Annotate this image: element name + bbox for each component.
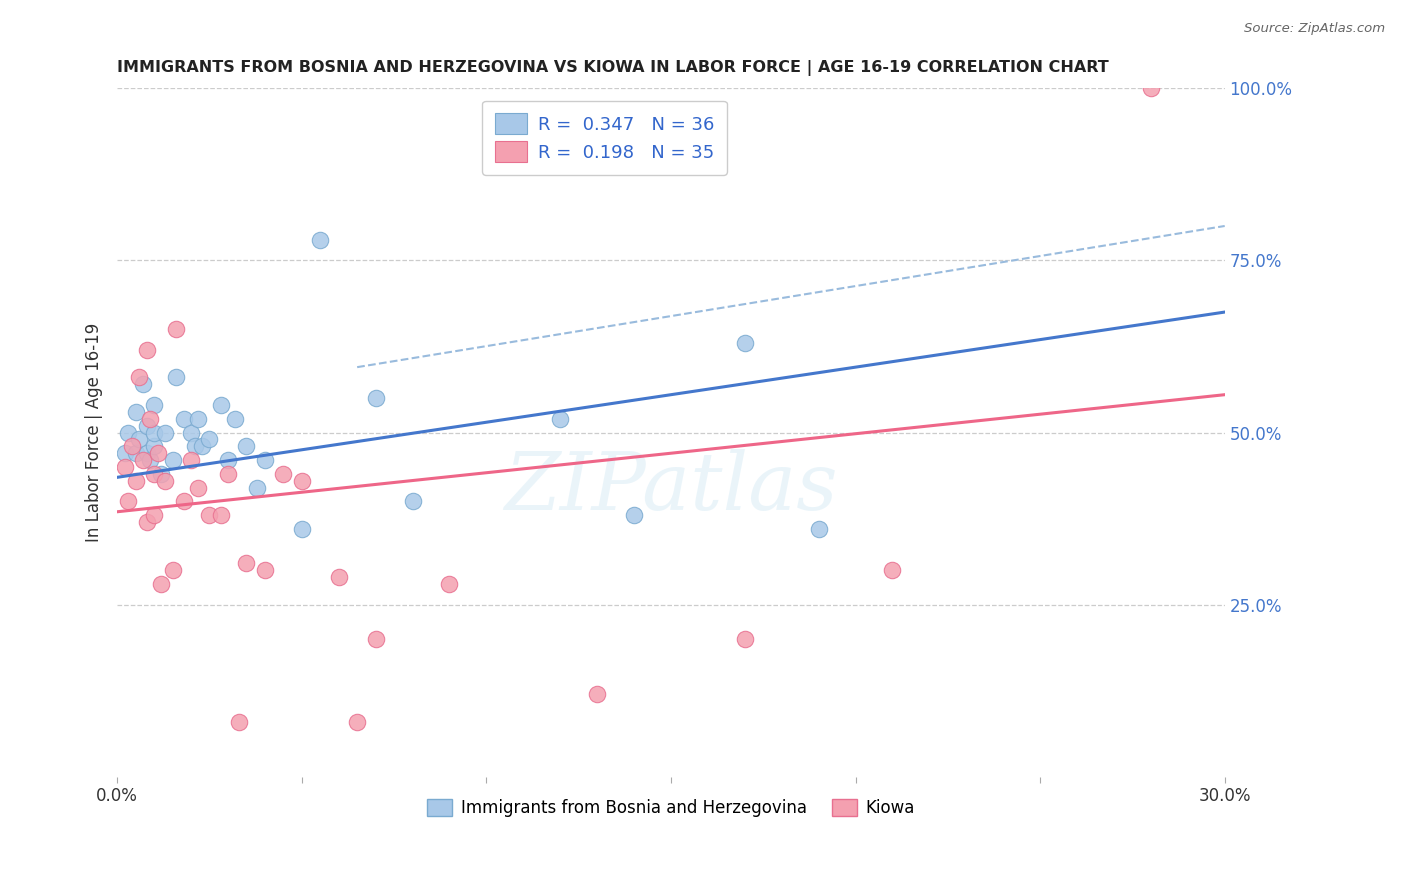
Point — [328, 570, 350, 584]
Point — [132, 453, 155, 467]
Point — [143, 508, 166, 523]
Point — [173, 412, 195, 426]
Point — [235, 557, 257, 571]
Point — [253, 453, 276, 467]
Point — [143, 439, 166, 453]
Point — [150, 577, 173, 591]
Point — [235, 439, 257, 453]
Point — [217, 467, 239, 481]
Point — [150, 467, 173, 481]
Point — [291, 522, 314, 536]
Text: IMMIGRANTS FROM BOSNIA AND HERZEGOVINA VS KIOWA IN LABOR FORCE | AGE 16-19 CORRE: IMMIGRANTS FROM BOSNIA AND HERZEGOVINA V… — [117, 60, 1109, 76]
Point — [346, 714, 368, 729]
Point — [165, 322, 187, 336]
Point — [124, 474, 146, 488]
Point — [291, 474, 314, 488]
Point — [139, 412, 162, 426]
Point — [165, 370, 187, 384]
Legend: Immigrants from Bosnia and Herzegovina, Kiowa: Immigrants from Bosnia and Herzegovina, … — [420, 792, 921, 823]
Point — [209, 398, 232, 412]
Point — [135, 343, 157, 357]
Point — [153, 425, 176, 440]
Point — [191, 439, 214, 453]
Point — [198, 508, 221, 523]
Point — [162, 453, 184, 467]
Point — [180, 453, 202, 467]
Point — [364, 391, 387, 405]
Point — [401, 494, 423, 508]
Point — [117, 494, 139, 508]
Point — [183, 439, 205, 453]
Point — [173, 494, 195, 508]
Point — [224, 412, 246, 426]
Point — [117, 425, 139, 440]
Point — [807, 522, 830, 536]
Point — [139, 453, 162, 467]
Point — [882, 563, 904, 577]
Point — [135, 418, 157, 433]
Text: ZIPatlas: ZIPatlas — [505, 449, 838, 526]
Point — [734, 632, 756, 647]
Point — [586, 687, 609, 701]
Point — [162, 563, 184, 577]
Point — [187, 481, 209, 495]
Point — [228, 714, 250, 729]
Point — [128, 370, 150, 384]
Point — [124, 446, 146, 460]
Point — [364, 632, 387, 647]
Point — [132, 377, 155, 392]
Point — [124, 405, 146, 419]
Point — [143, 467, 166, 481]
Point — [253, 563, 276, 577]
Point — [309, 233, 332, 247]
Text: Source: ZipAtlas.com: Source: ZipAtlas.com — [1244, 22, 1385, 36]
Point — [217, 453, 239, 467]
Point — [153, 474, 176, 488]
Point — [143, 425, 166, 440]
Point — [273, 467, 295, 481]
Point — [121, 439, 143, 453]
Point — [246, 481, 269, 495]
Point — [209, 508, 232, 523]
Point — [623, 508, 645, 523]
Point — [548, 412, 571, 426]
Y-axis label: In Labor Force | Age 16-19: In Labor Force | Age 16-19 — [86, 323, 103, 542]
Point — [114, 446, 136, 460]
Point — [187, 412, 209, 426]
Point — [198, 433, 221, 447]
Point — [143, 398, 166, 412]
Point — [135, 446, 157, 460]
Point — [146, 446, 169, 460]
Point — [734, 336, 756, 351]
Point — [1140, 81, 1163, 95]
Point — [180, 425, 202, 440]
Point — [114, 460, 136, 475]
Point — [135, 515, 157, 529]
Point — [128, 433, 150, 447]
Point — [439, 577, 461, 591]
